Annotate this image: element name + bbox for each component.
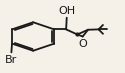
Text: OH: OH — [58, 6, 75, 16]
Text: Br: Br — [5, 55, 18, 65]
Text: O: O — [78, 39, 87, 49]
